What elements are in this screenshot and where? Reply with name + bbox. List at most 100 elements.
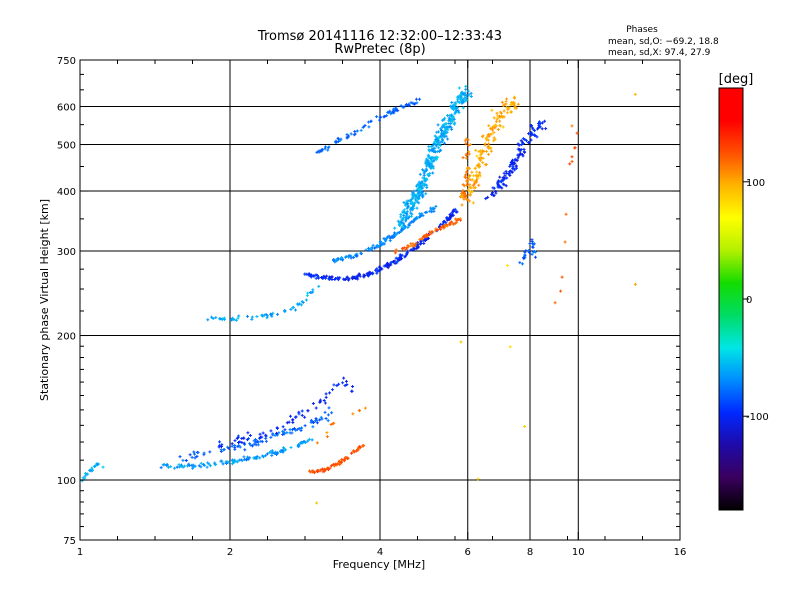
data-point xyxy=(393,226,397,230)
data-point xyxy=(421,214,425,218)
data-point xyxy=(511,162,515,166)
data-point xyxy=(427,154,431,158)
data-point xyxy=(276,451,280,455)
data-point xyxy=(227,460,231,464)
data-point xyxy=(468,143,472,147)
data-point xyxy=(340,256,344,260)
data-point xyxy=(218,444,222,448)
data-point xyxy=(315,441,319,445)
data-point xyxy=(531,245,535,249)
data-point xyxy=(232,460,236,464)
data-point xyxy=(255,439,259,443)
data-point xyxy=(181,458,185,462)
data-point xyxy=(467,152,471,156)
data-point xyxy=(633,282,637,286)
data-point xyxy=(535,135,539,139)
data-point xyxy=(169,465,173,469)
data-point xyxy=(456,95,460,99)
data-point xyxy=(288,431,292,435)
data-point xyxy=(471,178,475,182)
data-point xyxy=(324,417,328,421)
chart-subtitle: RwPretec (8p) xyxy=(334,42,425,57)
data-point xyxy=(531,241,535,245)
data-point xyxy=(273,434,277,437)
data-point xyxy=(83,474,87,478)
data-point xyxy=(451,115,455,119)
data-point xyxy=(306,409,310,413)
data-point xyxy=(404,103,408,107)
data-point xyxy=(527,248,531,252)
data-point xyxy=(390,234,394,238)
data-point xyxy=(434,204,438,208)
data-point xyxy=(416,192,420,196)
y-tick-label: 750 xyxy=(57,56,76,67)
data-point xyxy=(96,463,100,467)
data-point xyxy=(439,140,443,144)
data-point xyxy=(466,138,470,142)
data-point xyxy=(575,131,579,135)
data-point xyxy=(504,184,508,188)
data-point xyxy=(507,106,511,110)
data-point xyxy=(363,406,367,410)
data-point xyxy=(234,318,238,322)
data-point xyxy=(486,138,490,142)
data-point xyxy=(402,246,406,250)
stats-o-mode: mean, sd,O: −69.2, 18.8 xyxy=(608,37,719,47)
data-point xyxy=(431,144,435,148)
data-point xyxy=(315,501,319,505)
data-point xyxy=(519,139,523,143)
data-point xyxy=(386,111,390,115)
data-point xyxy=(356,277,360,281)
data-point xyxy=(424,192,428,196)
y-tick-label: 500 xyxy=(57,141,76,152)
data-point xyxy=(467,93,471,97)
data-point xyxy=(283,310,287,314)
data-point xyxy=(487,124,491,128)
data-point xyxy=(463,96,467,100)
data-point xyxy=(328,277,332,281)
data-point xyxy=(435,135,439,139)
phase-stats: Phases mean, sd,O: −69.2, 18.8 mean, sd,… xyxy=(608,25,719,58)
data-point xyxy=(270,313,274,317)
data-point xyxy=(498,180,502,184)
data-point xyxy=(208,450,212,454)
data-point xyxy=(537,120,541,124)
data-point xyxy=(281,433,285,437)
data-point xyxy=(493,138,497,142)
data-point xyxy=(222,317,226,321)
data-point xyxy=(384,239,388,243)
data-point xyxy=(311,402,315,406)
data-point xyxy=(499,111,503,115)
data-point xyxy=(380,267,384,271)
data-point xyxy=(397,231,401,235)
data-point xyxy=(422,242,426,246)
data-point xyxy=(527,132,531,136)
data-point xyxy=(188,453,192,457)
data-point xyxy=(414,97,418,101)
data-point xyxy=(436,228,440,232)
data-point xyxy=(411,195,415,199)
stats-title: Phases xyxy=(626,25,658,35)
data-point xyxy=(159,466,163,470)
data-point xyxy=(338,462,342,466)
data-point xyxy=(350,389,354,393)
data-point xyxy=(248,442,252,446)
data-point xyxy=(446,125,450,129)
data-point xyxy=(516,156,520,160)
data-point xyxy=(385,114,389,118)
data-point xyxy=(459,340,463,344)
data-point xyxy=(481,149,485,153)
data-point xyxy=(403,203,407,207)
x-tick-label: 6 xyxy=(465,547,471,558)
data-point xyxy=(504,169,508,173)
data-point xyxy=(404,216,408,220)
data-point xyxy=(530,252,534,256)
data-point xyxy=(329,423,333,427)
data-point xyxy=(389,261,393,265)
data-point xyxy=(429,145,433,149)
data-point xyxy=(511,165,515,169)
data-point xyxy=(406,199,410,203)
data-point xyxy=(436,155,440,159)
data-point xyxy=(280,448,284,452)
data-point xyxy=(277,431,281,435)
